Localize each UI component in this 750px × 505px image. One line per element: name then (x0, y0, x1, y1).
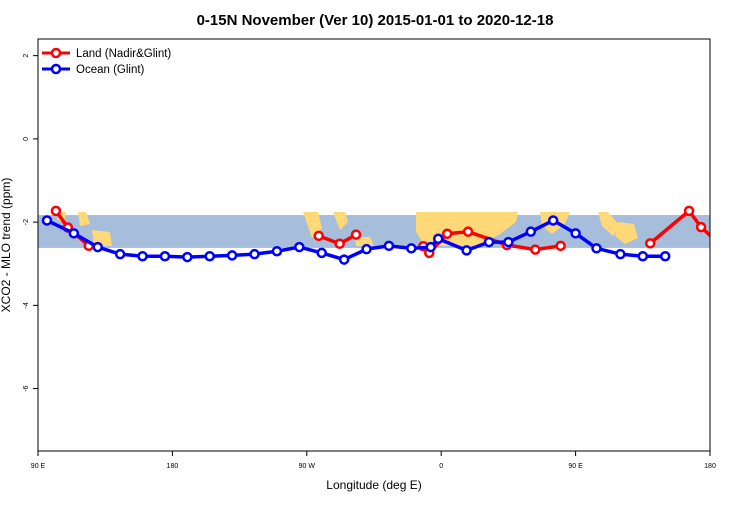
y-tick-label: -6 (23, 385, 30, 391)
y-axis-label: XCO2 - MLO trend (ppm) (0, 178, 13, 313)
y-tick-label: -4 (23, 302, 30, 308)
data-point (249, 248, 260, 260)
data-point (432, 233, 444, 245)
background-map (38, 212, 710, 248)
series-layer (41, 205, 726, 265)
chart-title: 0-15N November (Ver 10) 2015-01-01 to 20… (197, 12, 554, 29)
map-land-shape (333, 212, 348, 230)
data-point (383, 240, 395, 252)
x-tick-label: 180 (704, 463, 716, 470)
data-point (462, 226, 474, 237)
data-point (645, 238, 656, 249)
data-point (137, 250, 148, 262)
legend: Land (Nadir&Glint) Ocean (Glint) (42, 47, 171, 76)
data-point (570, 228, 581, 239)
legend-item: Land (Nadir&Glint) (42, 47, 171, 60)
axes: 90 E 180 90 W 0 90 E 180 2 0 -2 -4 -6 (23, 54, 716, 470)
data-point (547, 215, 559, 226)
x-tick-label: 0 (439, 463, 443, 470)
data-point (461, 245, 472, 256)
map-land-shape (78, 212, 90, 226)
data-point (92, 241, 103, 253)
data-point (313, 230, 324, 242)
legend-marker (50, 47, 62, 59)
data-point (637, 250, 649, 262)
data-point (204, 250, 215, 262)
x-tick-label: 90 E (568, 463, 583, 470)
series-line (649, 209, 710, 245)
data-point (316, 247, 327, 259)
map-land-shape (598, 212, 620, 236)
data-point (68, 228, 80, 239)
data-point (271, 245, 283, 257)
legend-label: Land (Nadir&Glint) (76, 48, 171, 60)
legend-marker (50, 63, 62, 75)
y-tick-label: 0 (23, 137, 30, 141)
data-point (615, 248, 626, 260)
data-point (530, 244, 541, 255)
data-point (441, 228, 453, 240)
data-point (483, 236, 495, 248)
data-point (361, 243, 372, 255)
data-point (334, 238, 345, 250)
x-axis-label: Longitude (deg E) (326, 478, 421, 492)
data-point (350, 229, 362, 240)
data-point (406, 243, 417, 254)
data-point (555, 240, 566, 252)
data-point (50, 205, 62, 217)
map-land-shape (615, 222, 638, 244)
x-tick-label: 90 W (299, 463, 316, 470)
data-point (294, 241, 305, 253)
y-tick-label: -2 (23, 219, 30, 225)
data-point (338, 254, 350, 265)
map-land-shape (355, 237, 374, 246)
data-point (114, 248, 126, 260)
map-ocean-band (38, 215, 710, 248)
series-ocean (41, 215, 671, 265)
plot-frame (37, 38, 711, 452)
y-tick-label: 2 (23, 54, 30, 58)
data-point (159, 250, 171, 262)
data-point (718, 242, 726, 250)
legend-item: Ocean (Glint) (42, 63, 145, 76)
data-point (425, 241, 436, 253)
x-tick-label: 180 (167, 463, 179, 470)
legend-label: Ocean (Glint) (76, 64, 145, 76)
data-point (525, 226, 537, 237)
x-tick-label: 90 E (31, 463, 46, 470)
data-point (182, 251, 193, 263)
data-point (503, 236, 514, 248)
data-point (659, 250, 671, 262)
data-point (226, 250, 238, 261)
data-point (41, 215, 53, 226)
data-point (683, 205, 695, 217)
data-point (695, 221, 707, 233)
data-point (591, 243, 602, 254)
